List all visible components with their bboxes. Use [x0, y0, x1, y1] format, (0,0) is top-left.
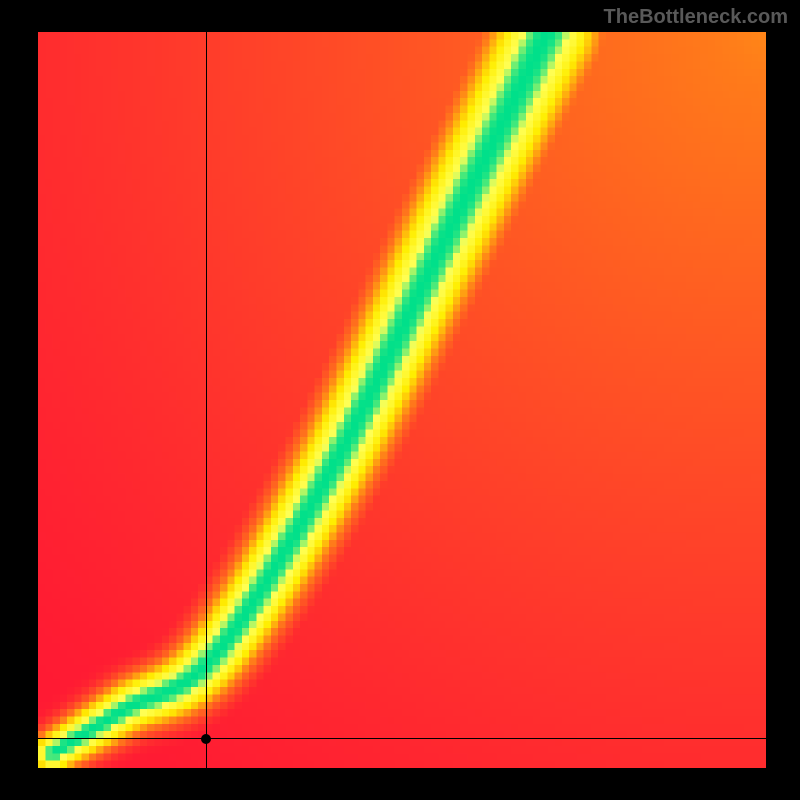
watermark-label: TheBottleneck.com [604, 6, 788, 29]
chart-frame: TheBottleneck.com [0, 0, 800, 800]
plot-area [38, 32, 766, 768]
crosshair-vertical [206, 32, 207, 768]
crosshair-point [201, 734, 211, 744]
heatmap-canvas [38, 32, 766, 768]
crosshair-horizontal [38, 738, 766, 739]
